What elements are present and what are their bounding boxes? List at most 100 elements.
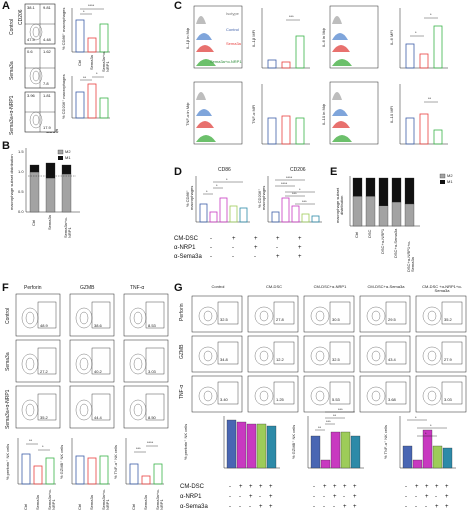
panel-g-contour-r0-c0 — [198, 306, 218, 326]
panel-c-legend-sema: Sema3a — [226, 41, 241, 46]
panel-f-contour-inner-r1-c0 — [25, 357, 35, 371]
panel-d-row-label-1: α-NRP1 — [174, 245, 196, 251]
panel-c-bar-tnfa — [261, 84, 310, 145]
hist-tnfa — [193, 81, 243, 145]
qa-2-3: 17.9 — [43, 125, 51, 130]
panel-label-g: G — [174, 282, 183, 294]
panel-e-bar-m1-4 — [404, 177, 415, 205]
panel-g-sign-g1-r0-c3: + — [343, 484, 347, 490]
panel-d-sig-left-1: * — [216, 183, 218, 188]
panel-f-sig-3: **** — [147, 440, 154, 445]
panel-g-contour-inner-r0-c4 — [427, 310, 437, 322]
qa-1-1: 1.62 — [43, 49, 51, 54]
panel-c-sig-1: * — [415, 30, 417, 35]
panel-g-sign-g2-r1-c0: - — [405, 494, 407, 500]
panel-g-contour-r0-c3 — [366, 306, 386, 326]
panel-g-sign-g2-r2-c4: + — [445, 504, 449, 510]
panel-g-gate-r2-c4 — [441, 381, 463, 405]
panel-f-gate-r0-c1 — [91, 301, 111, 329]
panel-g-bar-perforin — [223, 416, 280, 469]
panel-g-plot-r0-c2 — [303, 295, 355, 333]
panel-g-sign-g1-r1-c0: - — [313, 494, 315, 500]
qa-0-3: 4.48 — [43, 37, 51, 42]
panel-g-contour-r1-c2 — [310, 346, 330, 366]
panel-e-bar-m1-0 — [352, 177, 363, 197]
panel-g-sign-g0-r0-c3: + — [259, 484, 263, 490]
panel-g-value-r2-c3: 3.68 — [388, 397, 396, 402]
panel-d-sig-right-4: *** — [302, 199, 307, 204]
panel-d-sign-r1-c3: - — [276, 245, 278, 251]
panel-g-sign-g0-r1-c0: - — [229, 494, 231, 500]
flow-plot-sema-nrp1 — [24, 91, 56, 133]
panel-f-gate-r1-c0 — [37, 347, 57, 375]
panel-g-sign-g1-r0-c1: + — [323, 484, 327, 490]
panel-e-bar-m1-3 — [391, 177, 402, 203]
panel-c-sig-2: * — [430, 12, 432, 17]
panel-g-contour-inner-r1-c4 — [427, 350, 437, 362]
panel-d-sign-r2-c4: + — [298, 254, 302, 260]
panel-b-ytick-2: 1.0 — [18, 169, 24, 174]
panel-g-gate-r0-c4 — [441, 301, 463, 325]
panel-d-bar-cd206 — [267, 176, 322, 223]
panel-g-sign-g0-r2-c2: - — [249, 504, 251, 510]
panel-g-col-title-2: CM-DSC+α-NRP1 — [313, 284, 347, 289]
panel-g-contour-r2-c0 — [198, 386, 218, 406]
panel-b-ytick-1: 0.5 — [18, 189, 24, 194]
panel-g-sign-g1-r2-c4: + — [353, 504, 357, 510]
panel-g-value-r2-c4: 3.03 — [444, 397, 452, 402]
panel-g-sign-g2-r0-c4: + — [445, 484, 449, 490]
panel-d-sign-r1-c1: - — [232, 245, 234, 251]
panel-d-sign-r0-c1: + — [232, 236, 236, 242]
hist-il1b — [193, 5, 243, 69]
panel-g-sign-g0-r2-c4: + — [269, 504, 273, 510]
panel-g-value-r0-c4: 35.2 — [444, 317, 452, 322]
panel-f-bar-perforin — [17, 438, 56, 485]
panel-g-contour-r0-c4 — [422, 306, 442, 326]
panel-g-value-r2-c0: 3.40 — [220, 397, 228, 402]
panel-d-sign-r2-c2: - — [254, 254, 256, 260]
panel-g-contour-inner-r0-c1 — [259, 310, 269, 322]
panel-f-value-r2-c2: 8.50 — [148, 415, 156, 420]
panel-g-sign-g1-r2-c2: - — [333, 504, 335, 510]
panel-f-value-r1-c0: 27.2 — [40, 369, 48, 374]
panel-g-sign-g0-r1-c3: - — [259, 494, 261, 500]
panel-f-contour-inner-r0-c0 — [25, 311, 35, 325]
panel-b-legend-m2: M2 — [65, 149, 71, 154]
panel-a-sig-1: **** — [88, 3, 95, 8]
panel-d-sig-left-2: * — [226, 177, 228, 182]
panel-f-value-r2-c1: 44.4 — [94, 415, 102, 420]
panel-d-row-label-0: CM-DSC — [174, 236, 198, 242]
panel-g-gate-r0-c0 — [217, 301, 239, 325]
panel-d-bar-cd86 — [195, 176, 250, 223]
panel-g-col-title-1: CM-DSC — [266, 284, 282, 289]
panel-c-legend-isotype: Isotype — [226, 11, 239, 16]
panel-d-sign-r0-c0: - — [210, 236, 212, 242]
panel-g-sign-g2-r2-c3: + — [435, 504, 439, 510]
panel-g-contour-r1-c3 — [366, 346, 386, 366]
panel-g-sign-g2-r1-c1: - — [415, 494, 417, 500]
panel-g-sign-g2-r0-c1: + — [415, 484, 419, 490]
panel-d-sig-right-2: *** — [292, 191, 297, 196]
qa-2-0: 3.96 — [27, 93, 35, 98]
panel-g-sign-g0-r0-c2: + — [249, 484, 253, 490]
panel-f-sig-0: ** — [29, 438, 33, 443]
panel-g-gate-r0-c1 — [273, 301, 295, 325]
panel-g-value-r1-c0: 34.8 — [220, 357, 228, 362]
panel-f-plot-r1-c0 — [15, 339, 61, 383]
panel-d-title-1: CD206 — [290, 167, 306, 173]
panel-f-contour-inner-r2-c0 — [25, 403, 35, 417]
panel-g-value-r2-c1: 1.25 — [276, 397, 284, 402]
panel-g-gate-r2-c0 — [217, 381, 239, 405]
hist-il6 — [329, 5, 379, 69]
panel-label-f: F — [2, 282, 9, 294]
panel-f-gate-r0-c0 — [37, 301, 57, 329]
panel-g-contour-r0-c1 — [254, 306, 274, 326]
panel-g-row-label-bottom-2: α-Sema3a — [180, 504, 208, 510]
panel-g-contour-inner-r1-c2 — [315, 350, 325, 362]
panel-g-contour-inner-r2-c4 — [427, 390, 437, 402]
panel-g-sign-g2-r1-c4: + — [445, 494, 449, 500]
